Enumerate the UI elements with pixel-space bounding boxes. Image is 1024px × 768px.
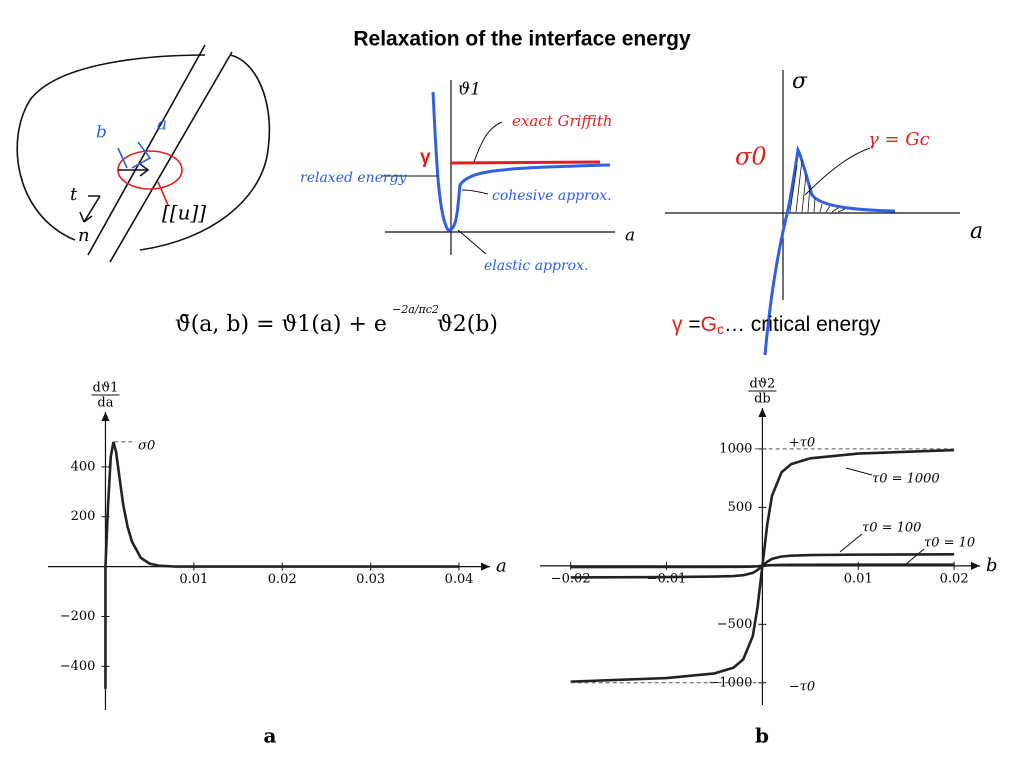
body-outline (139, 54, 271, 251)
label-t: t (70, 184, 78, 205)
y-tick-label: 500 (728, 500, 753, 515)
leader (904, 548, 925, 566)
formula: ϑ2(b) (437, 312, 498, 337)
vector (117, 141, 152, 169)
series-label: τ0 = 10 (924, 536, 975, 551)
x-axis-label: a (496, 556, 507, 577)
gamma: γ (672, 313, 683, 336)
vector (118, 163, 150, 177)
label-a: a (157, 115, 167, 135)
equals: = (688, 313, 700, 336)
curve (570, 563, 955, 569)
g: G (701, 313, 717, 336)
hatch (789, 159, 846, 213)
y-label-num: dϑ1 (93, 381, 119, 396)
axis-label: ϑ1 (458, 80, 481, 100)
leader (845, 467, 873, 476)
griffith-label: exact Griffith (512, 112, 613, 130)
x-tick-label: 0.04 (445, 572, 474, 587)
axis (665, 70, 960, 300)
crack-edge (87, 44, 206, 256)
curve (104, 441, 460, 689)
vector (79, 195, 101, 223)
y-tick-label: −1000 (708, 675, 752, 690)
energy-sketch (382, 80, 615, 255)
griffith-line (449, 160, 601, 165)
leader (804, 147, 871, 196)
y-tick-label: 200 (71, 509, 96, 524)
formula: ϑ̄(a, b) = ϑ1(a) + e (175, 312, 387, 337)
x-tick-label: 0.02 (940, 571, 969, 586)
annotation: +τ0 (789, 435, 815, 450)
series-label: τ0 = 1000 (872, 472, 940, 487)
gamma-gc-label: γ = Gc (868, 129, 930, 150)
x-axis-label: b (986, 555, 998, 576)
leader (839, 533, 863, 553)
crack-edge (109, 51, 233, 263)
label-b: b (96, 123, 107, 143)
c: c (717, 321, 724, 337)
leader (382, 121, 503, 255)
x-tick-label: 0.03 (356, 572, 385, 587)
stress-sketch (665, 70, 960, 356)
formula-exponent: −2a/πc2 (392, 303, 439, 316)
label-n: n (78, 225, 90, 246)
gamma-label: γ (420, 147, 431, 168)
relaxed-label: relaxed energy (300, 170, 408, 186)
x-tick-label: 0.01 (179, 572, 208, 587)
relaxed-curve (431, 91, 611, 232)
y-arrow (758, 408, 767, 417)
leader (157, 181, 169, 206)
crack-sketch (16, 44, 271, 263)
y-arrow (101, 412, 110, 421)
series-label: τ0 = 100 (862, 521, 921, 536)
x-arrow (481, 562, 490, 571)
annotation: −τ0 (789, 679, 815, 694)
y-tick-label: −500 (717, 617, 753, 632)
y-label-den: db (754, 392, 771, 407)
x-tick-label: −0.02 (551, 571, 591, 586)
label-jump: [[u]] (162, 201, 206, 225)
caption: b (755, 724, 769, 748)
x-tick-label: 0.02 (268, 572, 297, 587)
y-tick-label: −400 (60, 659, 96, 674)
caption: a (264, 724, 277, 748)
y-tick-label: −200 (60, 609, 96, 624)
y-label-num: dϑ2 (749, 377, 775, 392)
critical-energy: γ =Gc… critical energy (672, 313, 881, 337)
axis-label: σ (792, 69, 808, 94)
sigma0-label: σ0 (735, 143, 767, 171)
x-tick-label: 0.01 (844, 571, 873, 586)
body-outline (16, 54, 206, 241)
annotation: σ0 (138, 438, 155, 453)
axis-label: a (625, 226, 635, 246)
axis-label: a (970, 219, 983, 244)
rest: … critical energy (724, 313, 881, 336)
elastic-label: elastic approx. (484, 258, 588, 274)
x-tick-label: −0.01 (647, 571, 687, 586)
axis (385, 80, 615, 255)
x-arrow (971, 561, 980, 570)
slide-title: Relaxation of the interface energy (353, 28, 691, 51)
y-tick-label: 400 (71, 459, 96, 474)
cohesive-label: cohesive approx. (492, 188, 612, 204)
stress-curve (763, 145, 896, 356)
y-label-den: da (97, 396, 113, 411)
